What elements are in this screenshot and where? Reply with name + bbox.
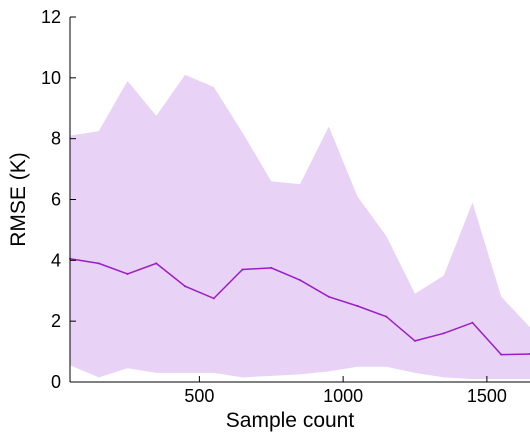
y-tick-label: 12: [41, 7, 61, 27]
data-point: [327, 295, 330, 298]
x-tick-label: 500: [184, 386, 214, 406]
x-tick-label: 1000: [323, 386, 363, 406]
data-point: [155, 262, 158, 265]
band-layer: [70, 74, 530, 380]
data-point: [270, 266, 273, 269]
data-point: [500, 353, 503, 356]
y-tick-label: 4: [51, 250, 61, 270]
data-point: [385, 315, 388, 318]
y-tick-label: 6: [51, 190, 61, 210]
data-point: [414, 339, 416, 342]
y-axis-label: RMSE (K): [7, 152, 30, 247]
data-point: [356, 305, 359, 307]
data-point: [299, 279, 301, 282]
line-layer: [69, 257, 530, 356]
error-band: [70, 74, 530, 380]
data-point: [442, 332, 445, 335]
data-point: [212, 297, 215, 300]
ticks-layer: 0 2 4 6 8 10 12 500 1000 1500: [41, 7, 507, 406]
data-point: [241, 268, 244, 271]
data-point: [126, 273, 129, 275]
y-tick-label: 8: [51, 129, 61, 149]
y-tick-label: 10: [41, 68, 61, 88]
x-tick-label: 1500: [467, 386, 507, 406]
data-point: [97, 262, 100, 265]
y-tick-label: 2: [51, 311, 61, 331]
data-point: [471, 321, 474, 324]
data-point: [184, 285, 186, 288]
x-axis-label: Sample count: [226, 409, 355, 432]
y-tick-label: 0: [51, 372, 61, 392]
